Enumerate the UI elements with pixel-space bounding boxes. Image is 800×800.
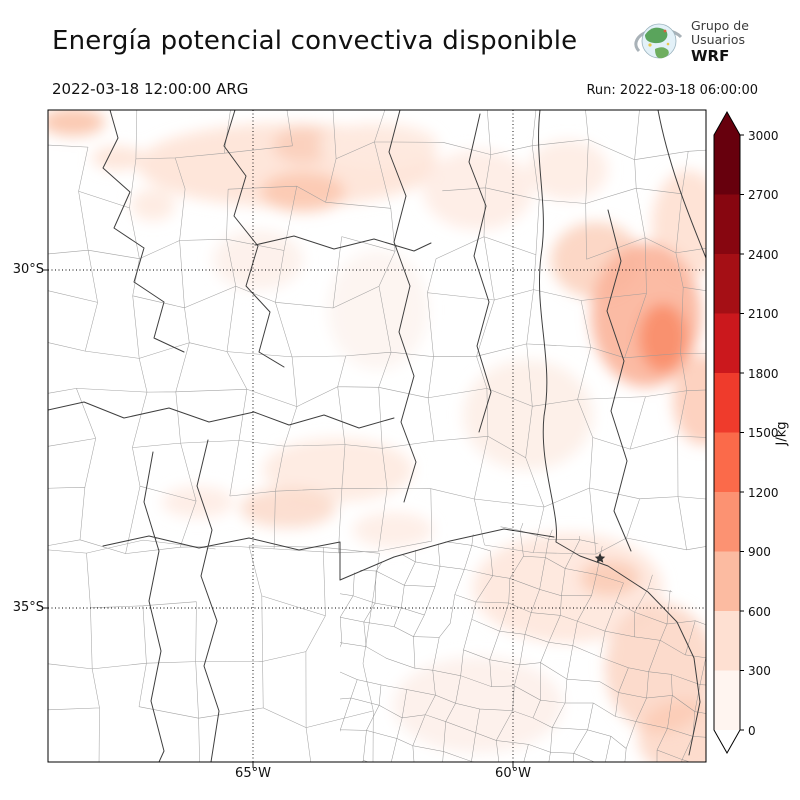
- map-frame: [47, 109, 707, 763]
- map-panel: [42, 109, 707, 768]
- province-boundaries: [48, 110, 706, 762]
- wrf-logo: Grupo de Usuarios WRF: [634, 16, 749, 66]
- logo-text-wrf: WRF: [691, 47, 730, 65]
- colorbar-arrow-over: [714, 112, 740, 135]
- cb-tick-2400: 2400: [748, 248, 779, 262]
- map-canvas: [42, 109, 707, 768]
- cb-tick-1800: 1800: [748, 367, 779, 381]
- colorbar-tickmarks: [740, 134, 744, 731]
- colorbar-unit-label: J/kg: [774, 421, 790, 446]
- axis-ticks: [42, 269, 514, 768]
- cape-shaded-field: [48, 110, 706, 762]
- cb-tick-2700: 2700: [748, 188, 779, 202]
- city-marker: [594, 553, 606, 563]
- gridlines: [48, 110, 706, 762]
- lon-tick-60w: 60°W: [495, 766, 531, 781]
- cb-tick-1200: 1200: [748, 486, 779, 500]
- cb-tick-0: 0: [748, 724, 756, 738]
- cb-tick-3000: 3000: [748, 129, 779, 143]
- colorbar: [713, 110, 744, 755]
- page-title: Energía potencial convectiva disponible: [52, 26, 578, 56]
- cb-tick-300: 300: [748, 664, 771, 678]
- lat-tick-30s: 30°S: [12, 262, 44, 277]
- logo-text-line2: Usuarios: [691, 32, 746, 47]
- logo-text-line1: Grupo de: [691, 18, 749, 33]
- colorbar-arrow-under: [714, 730, 740, 753]
- lon-tick-65w: 65°W: [235, 766, 271, 781]
- lat-tick-35s: 35°S: [12, 600, 44, 615]
- cb-tick-2100: 2100: [748, 307, 779, 321]
- valid-time-label: 2022-03-18 12:00:00 ARG: [52, 80, 249, 98]
- colorbar-segments: [714, 135, 740, 730]
- cb-tick-900: 900: [748, 545, 771, 559]
- cb-tick-1500: 1500: [748, 426, 779, 440]
- colorbar-canvas: [713, 110, 744, 755]
- globe-icon: [634, 23, 683, 59]
- run-time-label: Run: 2022-03-18 06:00:00: [586, 83, 758, 98]
- cb-tick-600: 600: [748, 605, 771, 619]
